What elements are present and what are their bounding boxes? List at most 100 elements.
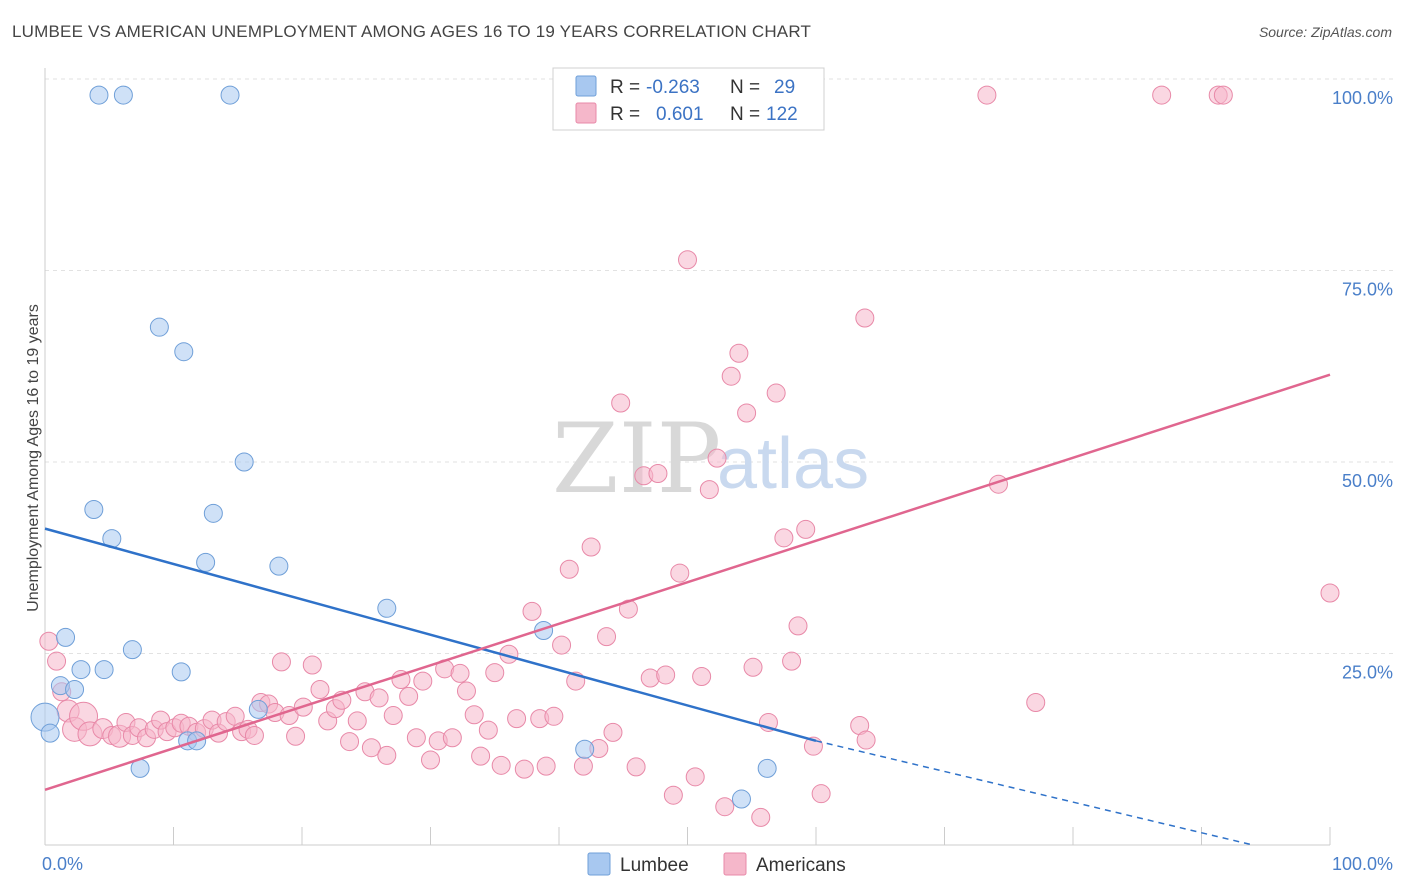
americans-point — [536, 756, 556, 776]
americans-point — [507, 709, 527, 729]
americans-point — [522, 601, 542, 621]
legend-swatch-lumbee — [575, 75, 597, 97]
americans-point — [1026, 693, 1046, 713]
americans-point — [399, 686, 419, 706]
lumbee-point — [89, 85, 109, 105]
lumbee-point — [65, 680, 85, 700]
lumbee-point — [84, 499, 104, 519]
lumbee-point — [757, 758, 777, 778]
americans-point — [597, 627, 617, 647]
americans-point — [663, 785, 683, 805]
americans-point — [788, 616, 808, 636]
watermark-zip: ZIP — [552, 403, 721, 515]
americans-point — [751, 807, 771, 827]
lumbee-point — [71, 660, 91, 680]
americans-point — [707, 448, 727, 468]
americans-point — [626, 757, 646, 777]
americans-point — [1152, 85, 1172, 105]
americans-point — [491, 755, 511, 775]
lumbee-point — [220, 85, 240, 105]
bottom-legend-americans: Americans — [756, 855, 846, 876]
lumbee-point — [203, 503, 223, 523]
americans-point — [766, 383, 786, 403]
y-tick-label: 50.0% — [1342, 471, 1393, 491]
americans-point — [413, 671, 433, 691]
lumbee-point — [122, 640, 142, 660]
americans-point — [347, 711, 367, 731]
americans-point — [39, 631, 59, 651]
americans-point — [1320, 583, 1340, 603]
legend-box: R = -0.263 N = 29 R = 0.601 N = 122 — [552, 67, 825, 131]
americans-point — [450, 663, 470, 683]
lumbee-point — [234, 452, 254, 472]
lumbee-point — [731, 789, 751, 809]
bottom-legend-swatch-americans — [723, 852, 747, 876]
lumbee-trend-extension — [815, 740, 1254, 846]
lumbee-point — [377, 598, 397, 618]
americans-point — [485, 663, 505, 683]
y-tick-label: 25.0% — [1342, 663, 1393, 683]
americans-point — [244, 725, 264, 745]
lumbee-point — [149, 317, 169, 337]
americans-point — [782, 651, 802, 671]
bottom-legend: Lumbee Americans — [587, 852, 846, 876]
americans-point — [47, 651, 67, 671]
americans-point — [743, 657, 763, 677]
legend-n-label-lumbee: N = — [730, 77, 760, 98]
lumbee-point — [575, 739, 595, 759]
americans-point — [514, 759, 534, 779]
americans-point — [552, 635, 572, 655]
americans-point — [715, 797, 735, 817]
americans-trend-line — [44, 373, 1331, 792]
americans-point — [692, 666, 712, 686]
americans-point — [811, 784, 831, 804]
legend-r-value-lumbee: -0.263 — [646, 77, 700, 98]
watermark-atlas: atlas — [717, 424, 869, 504]
bottom-legend-lumbee: Lumbee — [620, 855, 689, 876]
americans-point — [678, 250, 697, 270]
americans-point — [640, 668, 660, 688]
americans-point — [279, 706, 299, 726]
y-tick-label: 100.0% — [1332, 88, 1393, 108]
americans-point — [421, 750, 440, 770]
americans-point — [383, 706, 403, 726]
lumbee-point — [171, 662, 191, 682]
lumbee-point — [40, 723, 60, 743]
legend-r-label-lumbee: R = — [610, 77, 640, 98]
lumbee-points — [30, 85, 777, 809]
americans-point — [721, 366, 741, 386]
americans-point — [559, 559, 579, 579]
y-tick-label: 75.0% — [1342, 280, 1393, 300]
x-tick-label: 0.0% — [42, 854, 83, 874]
y-tick-labels: 25.0% 50.0% 75.0% 100.0% — [1332, 88, 1393, 683]
americans-point — [544, 706, 564, 726]
chart-title: LUMBEE VS AMERICAN UNEMPLOYMENT AMONG AG… — [12, 22, 812, 41]
americans-point — [685, 767, 705, 787]
americans-point — [855, 308, 875, 328]
x-tick-labels: 0.0% 100.0% — [42, 854, 1393, 874]
americans-point — [729, 343, 749, 363]
source-label: Source: ZipAtlas.com — [1258, 24, 1392, 40]
americans-point — [478, 720, 498, 740]
americans-point — [442, 728, 462, 748]
americans-point — [656, 665, 676, 685]
americans-point — [406, 728, 426, 748]
americans-point — [648, 463, 668, 483]
americans-point — [1213, 85, 1233, 105]
lumbee-point — [269, 556, 289, 576]
americans-point — [670, 563, 690, 583]
americans-point — [464, 705, 484, 725]
americans-point — [456, 681, 476, 701]
americans-point — [310, 680, 330, 700]
americans-point — [271, 652, 291, 672]
y-axis-label: Unemployment Among Ages 16 to 19 years — [25, 304, 42, 612]
americans-point — [573, 756, 593, 776]
americans-point — [471, 746, 491, 766]
americans-point — [977, 85, 997, 105]
americans-point — [699, 480, 719, 500]
americans-point — [611, 393, 631, 413]
trend-lines — [44, 373, 1331, 846]
legend-n-value-americans: 122 — [766, 104, 798, 125]
americans-point — [796, 519, 816, 539]
americans-point — [774, 528, 794, 548]
